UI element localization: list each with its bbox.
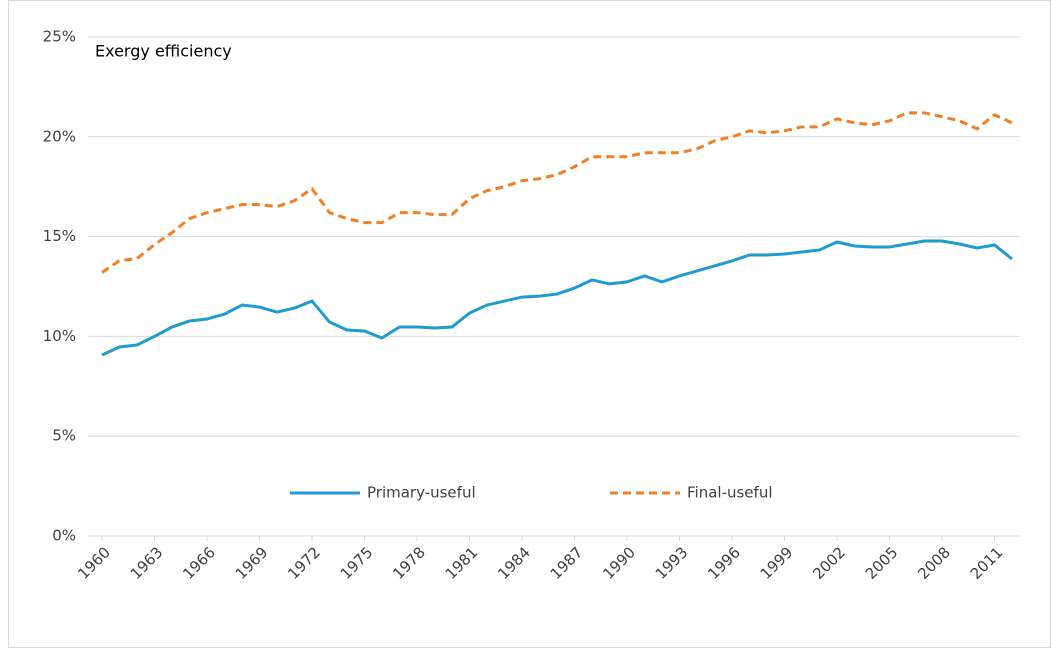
y-tick-label: 15% bbox=[43, 227, 76, 245]
y-tick-label: 20% bbox=[43, 127, 76, 145]
chart-title: Exergy efficiency bbox=[95, 42, 232, 61]
y-tick-label: 10% bbox=[43, 327, 76, 345]
y-tick-label: 25% bbox=[43, 28, 76, 46]
legend-label: Final-useful bbox=[687, 484, 773, 502]
series-line bbox=[101, 239, 1013, 357]
y-tick-label: 5% bbox=[52, 427, 76, 445]
legend-label: Primary-useful bbox=[367, 484, 476, 502]
y-tick-label: 0% bbox=[52, 527, 76, 545]
series-line bbox=[101, 111, 1013, 274]
